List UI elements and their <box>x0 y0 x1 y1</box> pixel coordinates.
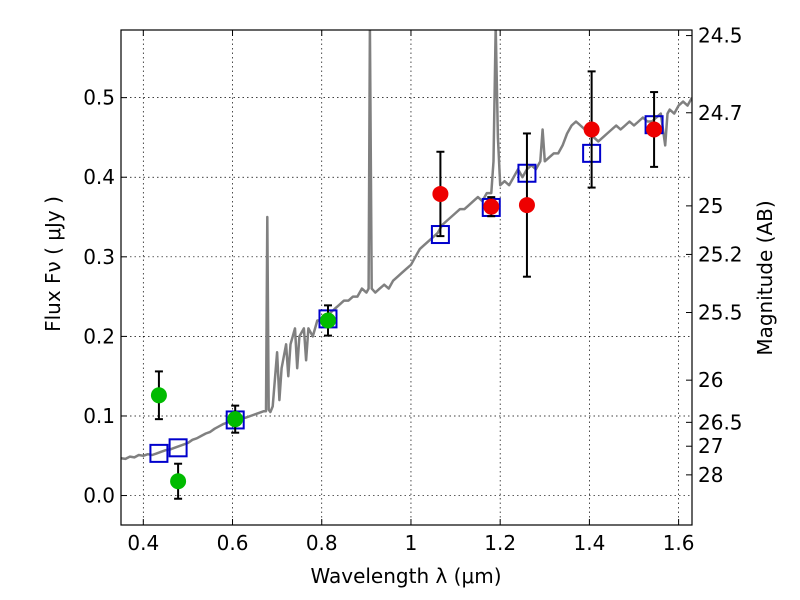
nir-data-point <box>518 197 535 214</box>
model-sed-line <box>121 30 692 461</box>
y-tick-label: 0.1 <box>83 404 115 428</box>
nir-data-point <box>432 185 449 202</box>
x-tick-label: 1.2 <box>484 531 516 555</box>
y-tick-label: 0.5 <box>83 86 115 110</box>
right-tick-label: 24.7 <box>698 101 743 125</box>
right-tick-label: 27 <box>698 434 723 458</box>
right-tick-label: 25.2 <box>698 242 743 266</box>
optical-data-point <box>170 473 187 490</box>
grid-lines <box>121 30 692 525</box>
right-tick-label: 26 <box>698 368 723 392</box>
nir-data-point <box>483 198 500 215</box>
right-tick-label: 26.5 <box>698 410 743 434</box>
y-tick-label: 0.3 <box>83 245 115 269</box>
plot-frame <box>120 29 693 526</box>
optical-data-point <box>227 411 244 428</box>
x-tick-label: 1 <box>405 531 418 555</box>
right-tick-label: 25.5 <box>698 301 743 325</box>
x-tick-label: 0.4 <box>127 531 159 555</box>
right-tick-label: 25 <box>698 194 723 218</box>
y-tick-label: 0.4 <box>83 165 115 189</box>
x-tick-label: 1.4 <box>573 531 605 555</box>
optical-data-point <box>150 387 167 404</box>
right-tick-label: 24.5 <box>698 24 743 48</box>
axes: 0.4 0.6 0.8 1 1.2 1.4 1.6 0.0 0.1 0.2 0.3 0.4 0.5 24.… <box>83 24 742 555</box>
optical-data-point <box>319 312 336 329</box>
x-axis-label: Wavelength λ (μm) <box>310 564 501 588</box>
nir-data-point <box>646 121 663 138</box>
model-photometry-square <box>149 443 169 463</box>
right-axis-label: Magnitude (AB) <box>753 200 777 355</box>
x-tick-label: 0.8 <box>306 531 338 555</box>
nir-data-point <box>583 121 600 138</box>
right-tick-label: 28 <box>698 463 723 487</box>
model-photometry-square <box>168 438 188 458</box>
x-tick-label: 0.6 <box>217 531 249 555</box>
y-tick-label: 0.0 <box>83 484 115 508</box>
y-tick-label: 0.2 <box>83 324 115 348</box>
y-axis-label: Flux Fν ( μJy ) <box>41 196 65 332</box>
plot-series <box>121 30 692 500</box>
x-tick-label: 1.6 <box>663 531 695 555</box>
